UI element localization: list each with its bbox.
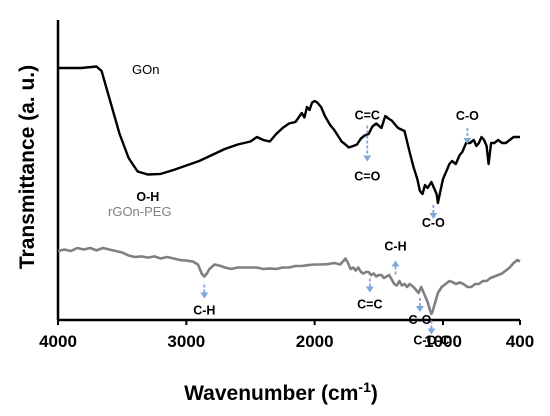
annotation-label: C-H [193, 304, 215, 318]
annotation-label: C-O [408, 313, 431, 327]
x-axis-title-sup: -1 [358, 379, 371, 395]
annotations: C=C C=O C-O C-O C-H C=C C-H C-O C-O-C O-H [136, 109, 479, 348]
x-tick-label: 4000 [39, 332, 77, 351]
annotation-arrow-head [391, 260, 400, 267]
annotation-arrow-head [365, 286, 374, 293]
annotation-label: C=C [355, 109, 380, 123]
annotation-arrow-head [415, 306, 424, 312]
series-line-gon [58, 65, 520, 205]
y-axis-title: Transmittance (a. u.) [16, 65, 39, 269]
annotation-label: C-O [422, 216, 445, 230]
x-tick-label: 400 [506, 332, 534, 351]
x-axis-title-main: Wavenumber (cm [184, 382, 358, 405]
x-tick-label: 1000 [424, 332, 462, 351]
series-layer: GOn rGOn-PEG [57, 62, 521, 316]
annotation-arrow-head [363, 155, 372, 162]
series-label-gon: GOn [132, 62, 159, 77]
annotation-label: C=O [354, 170, 380, 184]
x-tick-label: 3000 [167, 332, 205, 351]
axes [56, 20, 520, 322]
x-axis-title: Wavenumber (cm-1) [184, 379, 378, 405]
annotation-arrow-head [427, 328, 436, 335]
x-ticks: 4000 3000 2000 1000 400 [39, 320, 534, 351]
x-axis-title-close: ) [371, 382, 378, 405]
series-label-rgon-peg: rGOn-PEG [108, 204, 172, 219]
annotation-label: C-H [384, 240, 406, 254]
annotation-arrow-head [200, 292, 209, 299]
annotation-label: C=C [357, 298, 382, 312]
annotation-label: O-H [136, 190, 159, 204]
annotation-label: C-O-C [413, 334, 449, 348]
series-line-rgon-peg [57, 246, 521, 316]
annotation-label: C-O [456, 109, 479, 123]
x-tick-label: 2000 [296, 332, 334, 351]
annotation-arrow-head [463, 138, 472, 144]
annotation-arrow-head [429, 213, 438, 219]
